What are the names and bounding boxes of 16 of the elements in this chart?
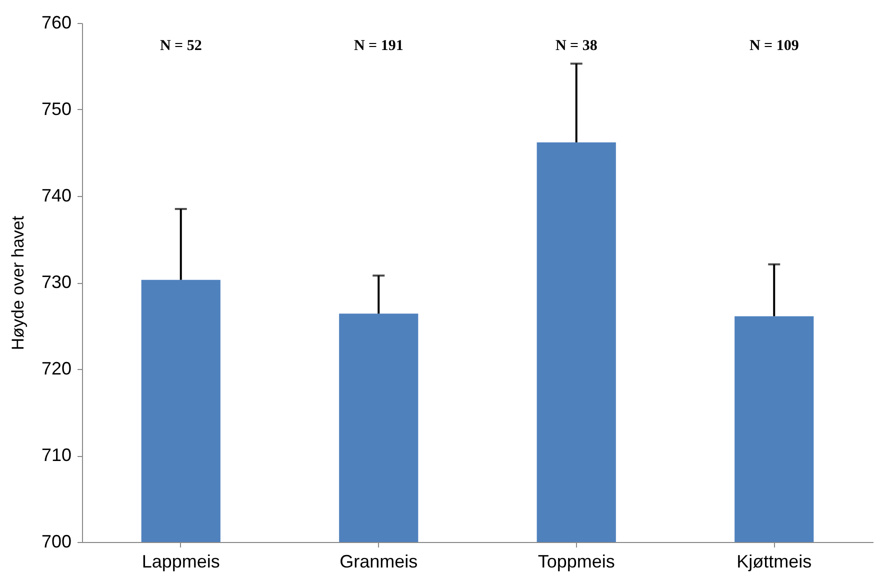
y-tick-label: 740: [41, 186, 72, 206]
annotation: N = 52: [160, 38, 202, 54]
y-tick-label: 720: [41, 358, 72, 378]
y-tick-label: 730: [41, 272, 72, 292]
x-tick-label: Kjøttmeis: [736, 552, 812, 572]
x-tick-label: Lappmeis: [142, 552, 220, 572]
x-tick-label: Toppmeis: [538, 552, 615, 572]
annotation: N = 109: [749, 38, 799, 54]
annotation: N = 38: [555, 38, 598, 54]
y-axis-title: Høyde over havet: [8, 216, 28, 350]
y-tick-label: 700: [41, 532, 72, 552]
y-tick-label: 750: [41, 99, 72, 119]
x-tick-label: Granmeis: [340, 552, 418, 572]
annotation: N = 191: [354, 38, 404, 54]
y-tick-label: 760: [41, 12, 72, 32]
y-tick-label: 710: [41, 445, 72, 465]
